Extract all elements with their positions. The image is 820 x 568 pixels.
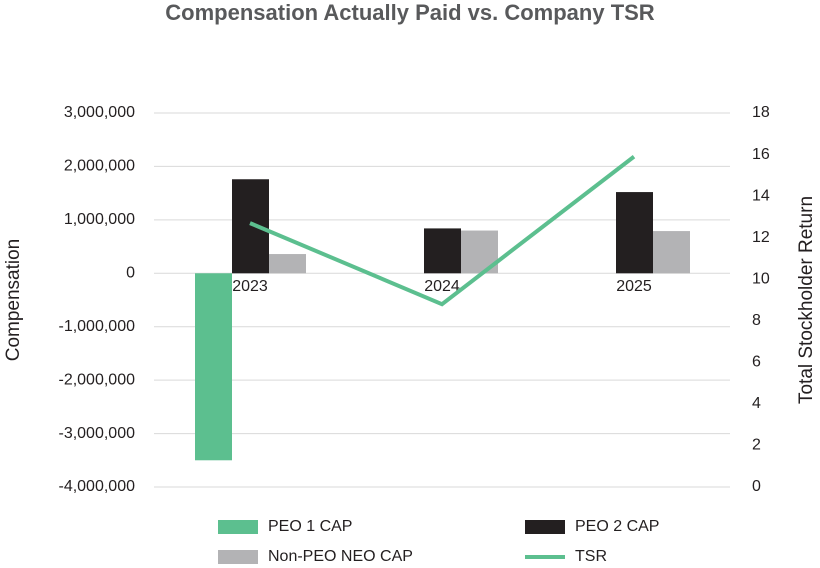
legend-swatch [218,550,258,564]
bar [232,179,269,274]
y2-tick-label: 8 [752,312,761,329]
x-tick-label: 2023 [232,278,268,295]
y2-tick-label: 6 [752,354,761,371]
y2-tick-label: 2 [752,437,761,454]
y2-tick-label: 4 [752,395,761,412]
bar [195,273,232,461]
y-tick-label: -3,000,000 [58,425,135,442]
legend-label: Non-PEO NEO CAP [268,548,413,565]
y2-tick-label: 0 [752,478,761,495]
line [249,155,636,307]
y-tick-label: 0 [126,265,135,282]
y2-tick-label: 16 [752,146,770,163]
x-tick-label: 2024 [424,278,460,295]
y-tick-label: -2,000,000 [58,371,135,388]
y2-tick-label: 12 [752,229,770,246]
y-tick-label: -1,000,000 [58,318,135,335]
y2-tick-label: 10 [752,270,770,287]
bar [424,228,461,274]
legend-swatch [525,520,565,534]
bar [616,192,653,274]
y-tick-label: 3,000,000 [64,104,135,121]
y2-axis-title: Total Stockholder Return [796,196,817,404]
y-axis-title: Compensation [3,239,24,362]
y-tick-label: 2,000,000 [64,158,135,175]
chart-title: Compensation Actually Paid vs. Company T… [165,0,655,25]
y-tick-label: 1,000,000 [64,211,135,228]
y2-tick-label: 14 [752,187,770,204]
legend-label: TSR [575,548,607,565]
legend-label: PEO 2 CAP [575,518,659,535]
legend-swatch [218,520,258,534]
legend-label: PEO 1 CAP [268,518,352,535]
y-tick-label: -4,000,000 [58,478,135,495]
bar [653,231,690,274]
bar [269,254,306,274]
x-tick-label: 2025 [616,278,652,295]
y2-tick-label: 18 [752,104,770,121]
